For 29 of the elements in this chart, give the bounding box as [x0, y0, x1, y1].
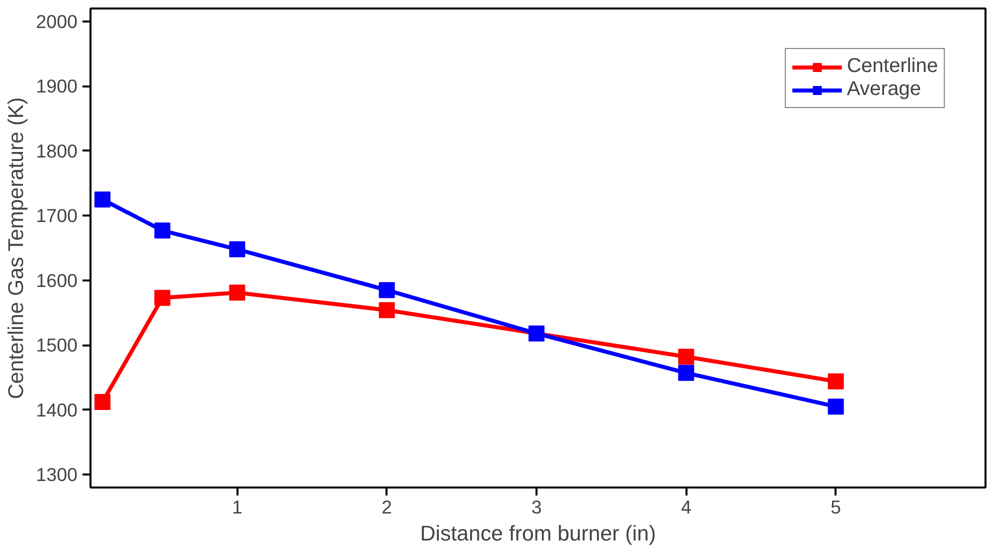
point	[678, 364, 694, 381]
y-tick-label: 1600	[36, 270, 78, 291]
point	[678, 348, 694, 365]
x-tick-label: 5	[830, 496, 842, 518]
y-axis-title: Centerline Gas Temperature (K)	[4, 97, 28, 400]
point	[94, 191, 110, 208]
y-tick-label: 1300	[36, 464, 78, 486]
point	[828, 398, 844, 415]
x-axis-title: Distance from burner (in)	[420, 522, 656, 546]
y-tick-label: 1800	[36, 140, 78, 162]
x-tick-label: 2	[382, 496, 392, 518]
legend-label: Average	[846, 78, 921, 101]
point	[378, 302, 395, 318]
point	[154, 290, 170, 306]
legend-label: Centerline	[846, 55, 938, 78]
y-tick-label: 1700	[36, 205, 78, 226]
y-tick-label: 2000	[36, 10, 78, 32]
point	[828, 373, 844, 390]
point	[378, 282, 395, 298]
x-tick-label: 3	[531, 496, 542, 518]
x-tick-label: 4	[680, 496, 692, 518]
point	[229, 284, 246, 301]
point	[94, 394, 110, 410]
x-tick-label: 1	[232, 496, 242, 518]
y-tick-label: 1400	[36, 399, 78, 420]
y-tick-label: 1500	[36, 334, 78, 356]
point	[229, 241, 246, 258]
point	[154, 222, 170, 239]
y-tick-label: 1900	[36, 76, 78, 97]
